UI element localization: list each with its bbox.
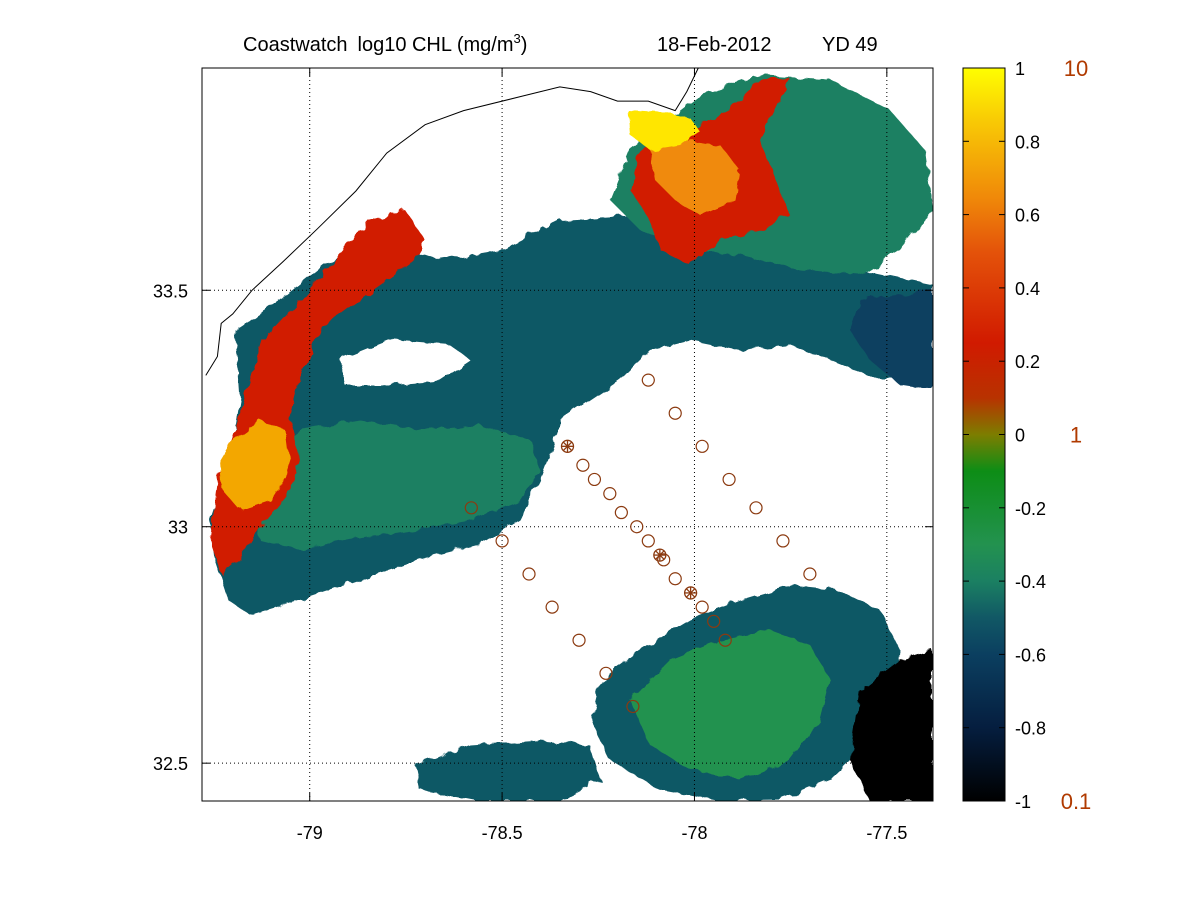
station-circle-marker <box>545 600 559 614</box>
title-variable-suffix: ) <box>521 34 528 56</box>
chl-midshelf-band <box>250 420 540 550</box>
station-star-marker <box>683 586 698 600</box>
station-circle-marker <box>464 501 478 515</box>
latitude-ticks: 33.5 33 32.5 <box>153 281 933 774</box>
lat-tick-label: 33.5 <box>153 281 188 301</box>
colorbar-tick-label: -0.2 <box>1015 499 1046 519</box>
coastline <box>205 68 699 376</box>
cloud-gap-2 <box>430 350 933 740</box>
station-circle-marker <box>707 614 721 628</box>
chl-east-edge <box>850 290 933 390</box>
title-product: Coastwatch <box>243 34 348 56</box>
colorbar-ticks: 1 0.8 0.6 0.4 0.2 0 -0.2 -0.4 -0.6 -0.8 -1 <box>963 59 1046 812</box>
station-circle-marker <box>668 406 682 420</box>
colorbar-tick-label: 0.8 <box>1015 132 1040 152</box>
station-circle-marker <box>599 666 613 680</box>
colorbar-tick-label: 1 <box>1015 59 1025 79</box>
station-circle-marker <box>495 534 509 548</box>
station-circle-marker <box>614 505 628 520</box>
colorbar-linear-label: 0.1 <box>1061 789 1092 814</box>
chl-south-patch-core <box>630 630 830 780</box>
colorbar-tick-label: 0.2 <box>1015 352 1040 372</box>
colorbar-tick-label: -1 <box>1015 792 1031 812</box>
station-circle-marker <box>630 520 644 534</box>
lon-tick-label: -77.5 <box>866 823 907 843</box>
station-circle-marker <box>603 487 617 501</box>
colorbar-linear-label: 10 <box>1064 56 1088 81</box>
colorbar-tick-label: -0.6 <box>1015 645 1046 665</box>
lat-tick-label: 32.5 <box>153 754 188 774</box>
figure-title: Coastwatch log10 CHL (mg/m3) <box>243 31 527 56</box>
station-circle-marker <box>749 501 763 515</box>
station-circle-marker <box>776 534 790 548</box>
chlorophyll-field <box>210 75 933 801</box>
longitude-ticks: -79 -78.5 -78 -77.5 <box>297 68 907 843</box>
station-circle-marker <box>803 567 817 581</box>
colorbar-linear-labels: 10 1 0.1 <box>1061 56 1092 814</box>
colorbar-tick-label: -0.8 <box>1015 719 1046 739</box>
colorbar-tick-label: 0.6 <box>1015 206 1040 226</box>
colorbar-tick-label: 0.4 <box>1015 279 1040 299</box>
cloud-gap-1 <box>340 340 470 385</box>
lat-tick-label: 33 <box>168 518 188 538</box>
title-unit-superscript: 3 <box>513 31 520 46</box>
station-circle-marker <box>576 458 590 472</box>
station-circle-marker <box>695 439 709 453</box>
station-circle-marker <box>668 572 682 586</box>
station-circle-marker <box>657 553 671 567</box>
map-frame <box>201 67 934 802</box>
colorbar-gradient <box>962 67 1006 802</box>
title-variable: log10 CHL (mg/m <box>358 34 514 56</box>
station-markers <box>464 373 817 714</box>
map-panel: -79 -78.5 -78 -77.5 33.5 33 32.5 <box>153 67 934 843</box>
station-circle-marker <box>572 633 586 647</box>
station-circle-marker <box>718 633 732 647</box>
colorbar: 1 0.8 0.6 0.4 0.2 0 -0.2 -0.4 -0.6 -0.8 -1 10 1 0.1 <box>962 56 1092 814</box>
title-yearday: YD 49 <box>822 34 878 56</box>
colorbar-tick-label: -0.4 <box>1015 572 1046 592</box>
station-star-marker <box>560 439 575 453</box>
lon-tick-label: -78 <box>681 823 707 843</box>
chl-northeast-orange <box>650 140 740 215</box>
colorbar-linear-label: 1 <box>1070 423 1082 448</box>
chl-nearshore-yellow <box>220 420 290 510</box>
station-circle-marker <box>722 472 736 487</box>
station-circle-marker <box>587 472 602 487</box>
station-circle-marker <box>522 567 536 581</box>
station-circle-marker <box>695 600 709 614</box>
station-circle-marker <box>641 534 655 548</box>
lon-tick-label: -79 <box>297 823 323 843</box>
station-circle-marker <box>626 699 640 714</box>
lon-tick-label: -78.5 <box>482 823 523 843</box>
chl-southwest-strip <box>415 740 600 801</box>
chl-northeast-yellow <box>628 110 700 150</box>
title-date: 18-Feb-2012 <box>657 34 772 56</box>
station-circle-marker <box>641 373 655 387</box>
colorbar-tick-label: 0 <box>1015 426 1025 446</box>
